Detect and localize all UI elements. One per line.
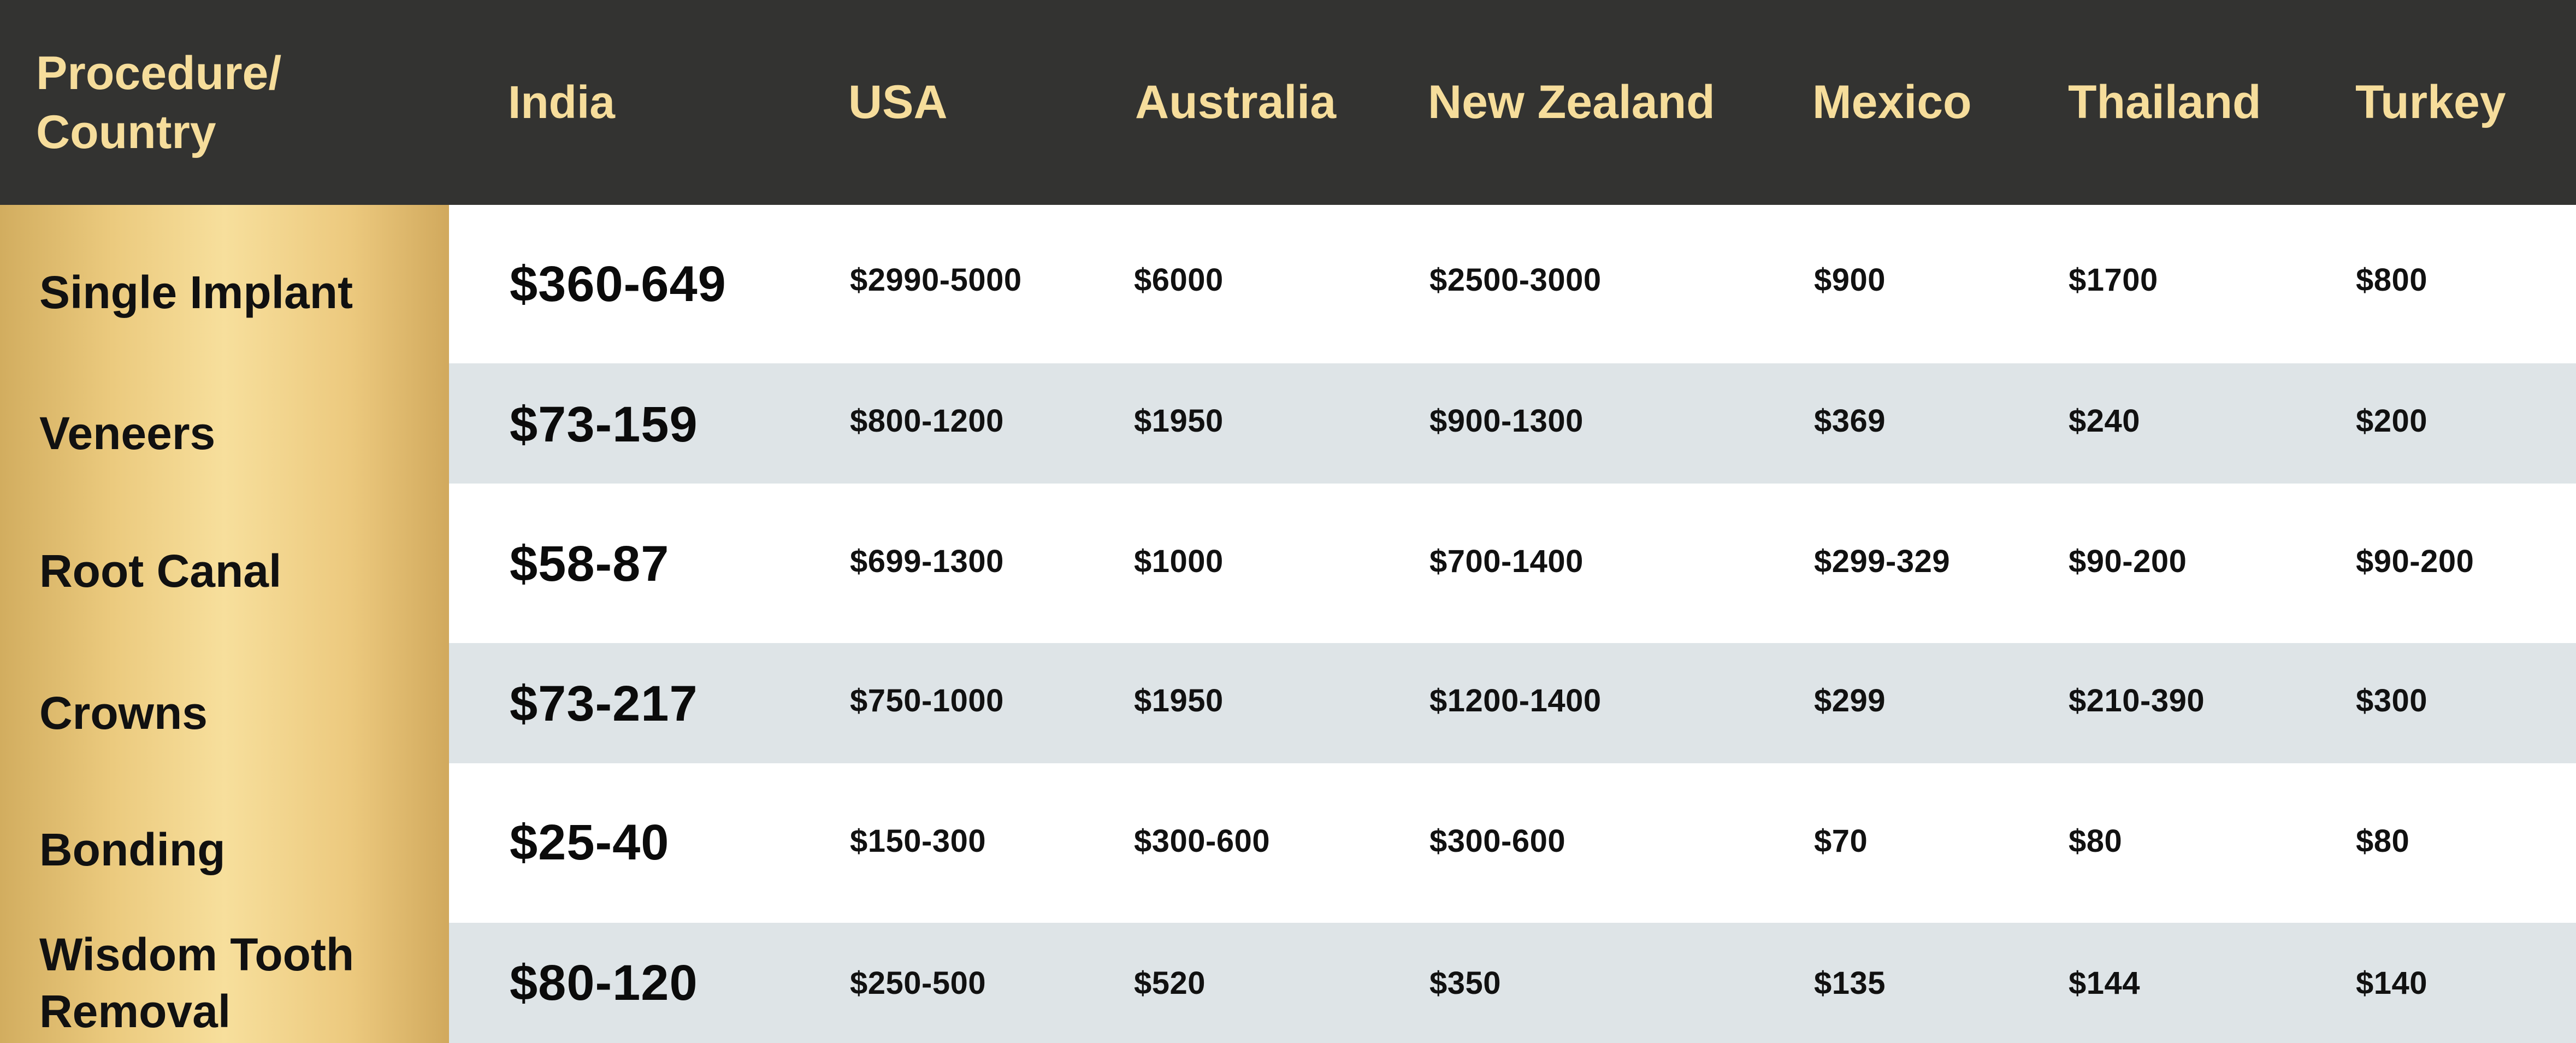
- table-row: [449, 923, 2576, 1043]
- header-mexico: Mexico: [1812, 76, 1972, 128]
- price-new-zealand: $300-600: [1429, 823, 1566, 859]
- price-thailand: $144: [2069, 965, 2141, 1001]
- price-usa: $750-1000: [850, 682, 1004, 718]
- price-thailand: $240: [2069, 403, 2141, 439]
- header-australia: Australia: [1135, 76, 1337, 128]
- price-india: $360-649: [510, 256, 726, 312]
- procedure-label: Veneers: [39, 407, 216, 459]
- price-turkey: $80: [2356, 823, 2410, 859]
- price-new-zealand: $900-1300: [1429, 403, 1584, 439]
- header-procedure-country: Procedure/ Country: [36, 46, 282, 158]
- header-thailand: Thailand: [2068, 76, 2261, 128]
- table-row: [449, 363, 2576, 484]
- price-australia: $1950: [1134, 682, 1224, 718]
- table-row: [449, 205, 2576, 363]
- price-mexico: $369: [1814, 403, 1886, 439]
- price-new-zealand: $1200-1400: [1429, 682, 1602, 718]
- price-usa: $150-300: [850, 823, 986, 859]
- price-australia: $1000: [1134, 544, 1224, 579]
- price-thailand: $90-200: [2069, 544, 2187, 579]
- price-india: $80-120: [510, 954, 698, 1011]
- price-thailand: $80: [2069, 823, 2123, 859]
- procedure-label: Crowns: [39, 687, 208, 739]
- price-australia: $1950: [1134, 403, 1224, 439]
- table-header-row: Procedure/ Country India USA Australia N…: [0, 0, 2576, 205]
- header-new-zealand: New Zealand: [1428, 76, 1715, 128]
- price-australia: $6000: [1134, 262, 1224, 298]
- price-thailand: $1700: [2069, 262, 2158, 298]
- procedure-label: Single Implant: [39, 267, 353, 318]
- price-thailand: $210-390: [2069, 682, 2205, 718]
- price-turkey: $90-200: [2356, 544, 2474, 579]
- price-mexico: $70: [1814, 823, 1868, 859]
- header-india: India: [508, 76, 616, 128]
- price-turkey: $800: [2356, 262, 2428, 298]
- table-row: [449, 484, 2576, 643]
- price-new-zealand: $350: [1429, 965, 1502, 1001]
- procedure-label: Wisdom Tooth Removal: [39, 929, 355, 1037]
- table-row: [449, 763, 2576, 923]
- table-row: [449, 643, 2576, 763]
- price-india: $58-87: [510, 536, 670, 592]
- price-turkey: $200: [2356, 403, 2428, 439]
- price-turkey: $140: [2356, 965, 2428, 1001]
- price-india: $73-159: [510, 397, 698, 452]
- procedure-column: [0, 205, 449, 1043]
- procedure-label: Bonding: [39, 823, 226, 875]
- price-australia: $520: [1134, 965, 1206, 1001]
- price-india: $25-40: [510, 814, 670, 870]
- price-usa: $2990-5000: [850, 262, 1022, 298]
- header-usa: USA: [848, 76, 948, 128]
- price-usa: $800-1200: [850, 403, 1004, 439]
- header-turkey: Turkey: [2355, 76, 2506, 128]
- price-new-zealand: $2500-3000: [1429, 262, 1602, 298]
- price-mexico: $900: [1814, 262, 1886, 298]
- price-usa: $250-500: [850, 965, 986, 1001]
- price-india: $73-217: [510, 675, 698, 732]
- price-mexico: $135: [1814, 965, 1886, 1001]
- price-turkey: $300: [2356, 682, 2428, 718]
- price-mexico: $299: [1814, 682, 1886, 718]
- price-mexico: $299-329: [1814, 544, 1951, 579]
- price-usa: $699-1300: [850, 544, 1004, 579]
- price-australia: $300-600: [1134, 823, 1271, 859]
- procedure-label: Root Canal: [39, 545, 282, 597]
- price-new-zealand: $700-1400: [1429, 544, 1584, 579]
